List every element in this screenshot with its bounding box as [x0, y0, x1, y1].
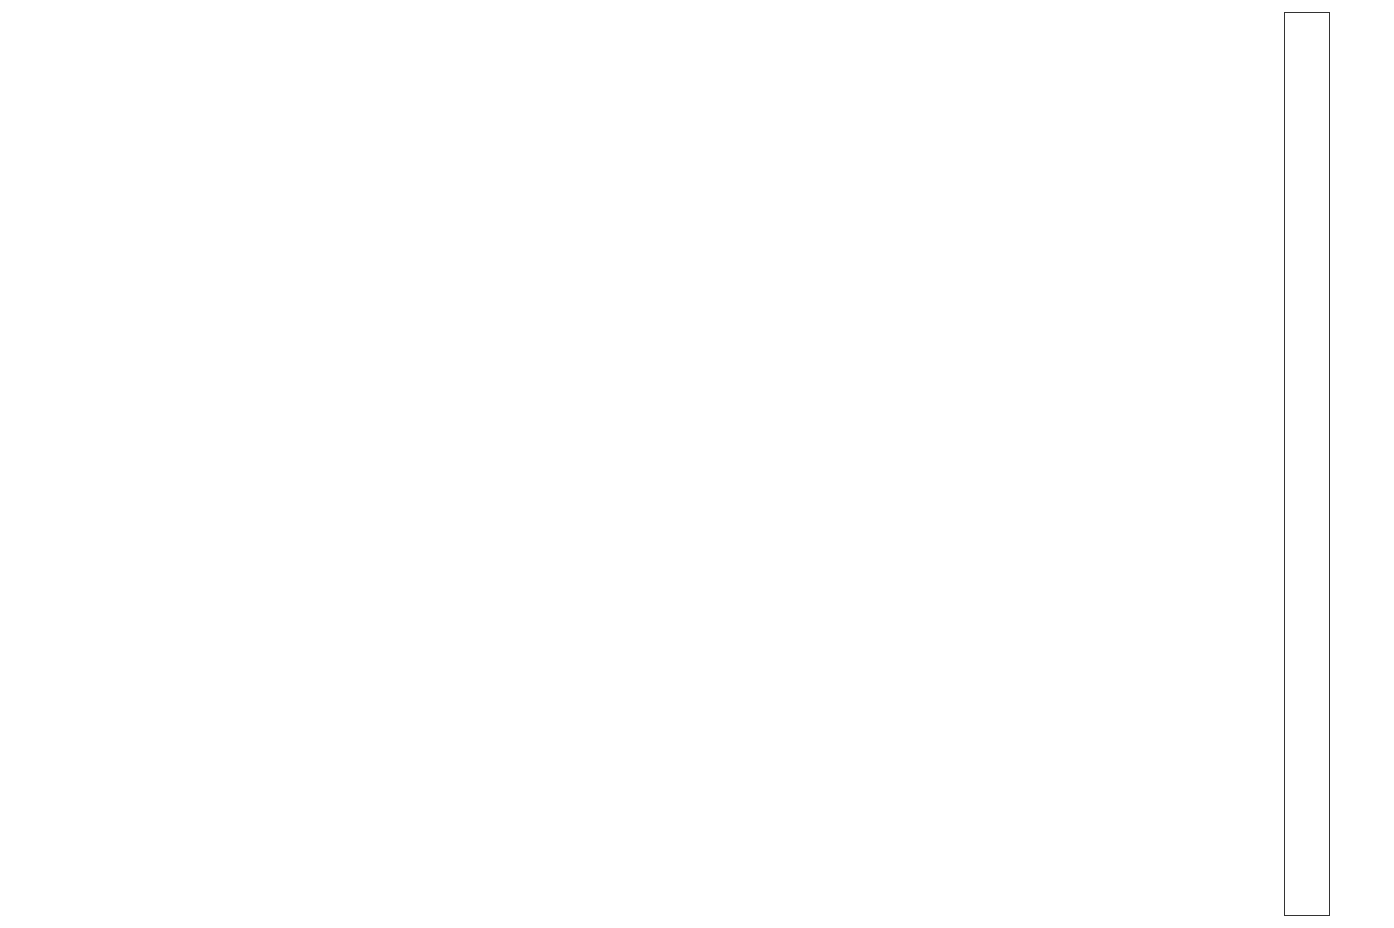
court-diagram-first [22, 196, 602, 906]
colorbar [1284, 12, 1330, 916]
court-diagram-second [641, 196, 1221, 906]
